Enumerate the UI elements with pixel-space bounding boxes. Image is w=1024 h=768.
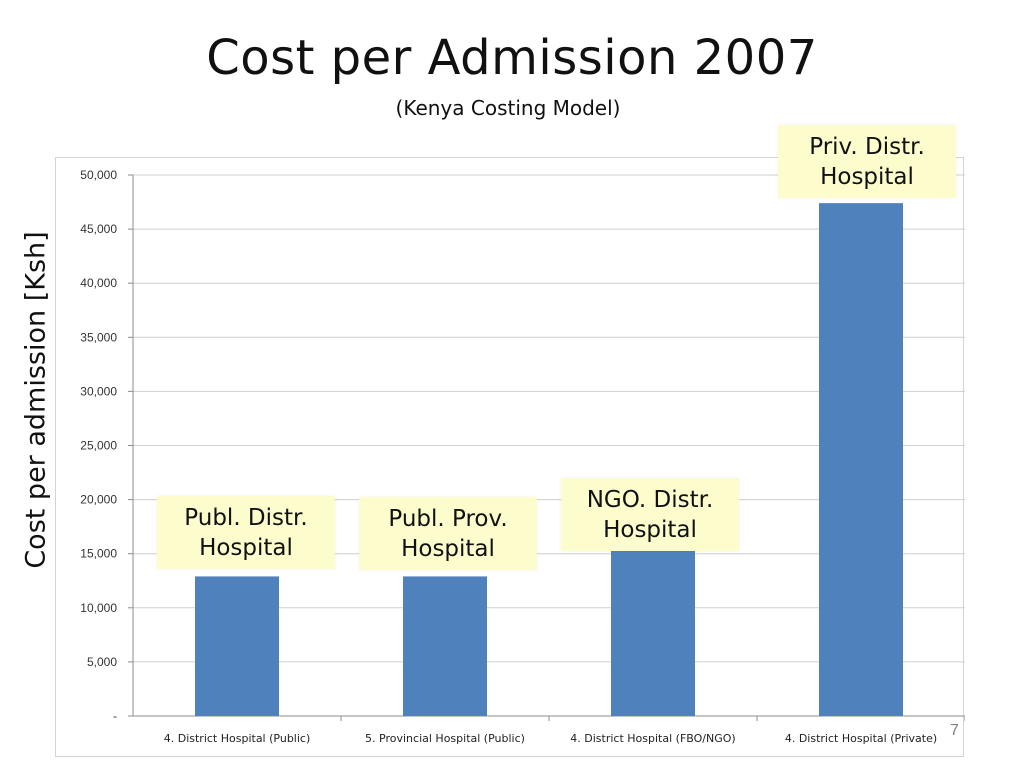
bar — [403, 576, 487, 716]
x-category-label: 4. District Hospital (Private) — [785, 732, 937, 745]
y-tick-label: 5,000 — [87, 655, 117, 669]
callout-line: Publ. Prov. — [388, 505, 508, 532]
callout-line: Hospital — [820, 163, 914, 190]
callout-line: Priv. Distr. — [809, 133, 925, 160]
callout-line: NGO. Distr. — [586, 486, 714, 513]
callout-line: Hospital — [603, 516, 697, 543]
y-tick-label: 10,000 — [80, 601, 117, 615]
y-tick-label: 15,000 — [80, 547, 117, 561]
callout-publ-distr-hospital: Publ. Distr. Hospital — [157, 496, 335, 569]
callout-line: Publ. Distr. — [184, 504, 308, 531]
callout-priv-distr-hospital: Priv. Distr. Hospital — [778, 125, 956, 198]
y-tick-label: 25,000 — [80, 439, 117, 453]
y-tick-label: 30,000 — [80, 384, 117, 398]
bar — [195, 576, 279, 716]
y-tick-label: 35,000 — [80, 330, 117, 344]
bar-chart: - 5,000 10,000 15,000 20,000 25,000 30,000 35,0… — [80, 168, 965, 745]
y-tick-label: - — [113, 709, 117, 723]
bar — [819, 203, 903, 716]
callout-publ-prov-hospital: Publ. Prov. Hospital — [359, 497, 537, 570]
y-tick-label: 50,000 — [80, 168, 117, 182]
callout-line: Hospital — [199, 534, 293, 561]
x-category-label: 4. District Hospital (Public) — [164, 732, 311, 745]
slide-subtitle: (Kenya Costing Model) — [395, 96, 621, 120]
slide-title: Cost per Admission 2007 — [206, 30, 818, 86]
x-category-label: 4. District Hospital (FBO/NGO) — [570, 732, 735, 745]
y-tick-label: 40,000 — [80, 276, 117, 290]
x-category-label: 5. Provincial Hospital (Public) — [365, 732, 525, 745]
chart-frame: - 5,000 10,000 15,000 20,000 25,000 30,000 35,0… — [55, 157, 965, 757]
bar — [611, 550, 695, 716]
page-number: 7 — [950, 722, 959, 739]
y-tick-label: 20,000 — [80, 493, 117, 507]
callout-ngo-distr-hospital: NGO. Distr. Hospital — [561, 478, 739, 551]
y-axis-title: Cost per admission [Ksh] — [20, 231, 52, 569]
callout-line: Hospital — [401, 535, 495, 562]
y-tick-label: 45,000 — [80, 222, 117, 236]
